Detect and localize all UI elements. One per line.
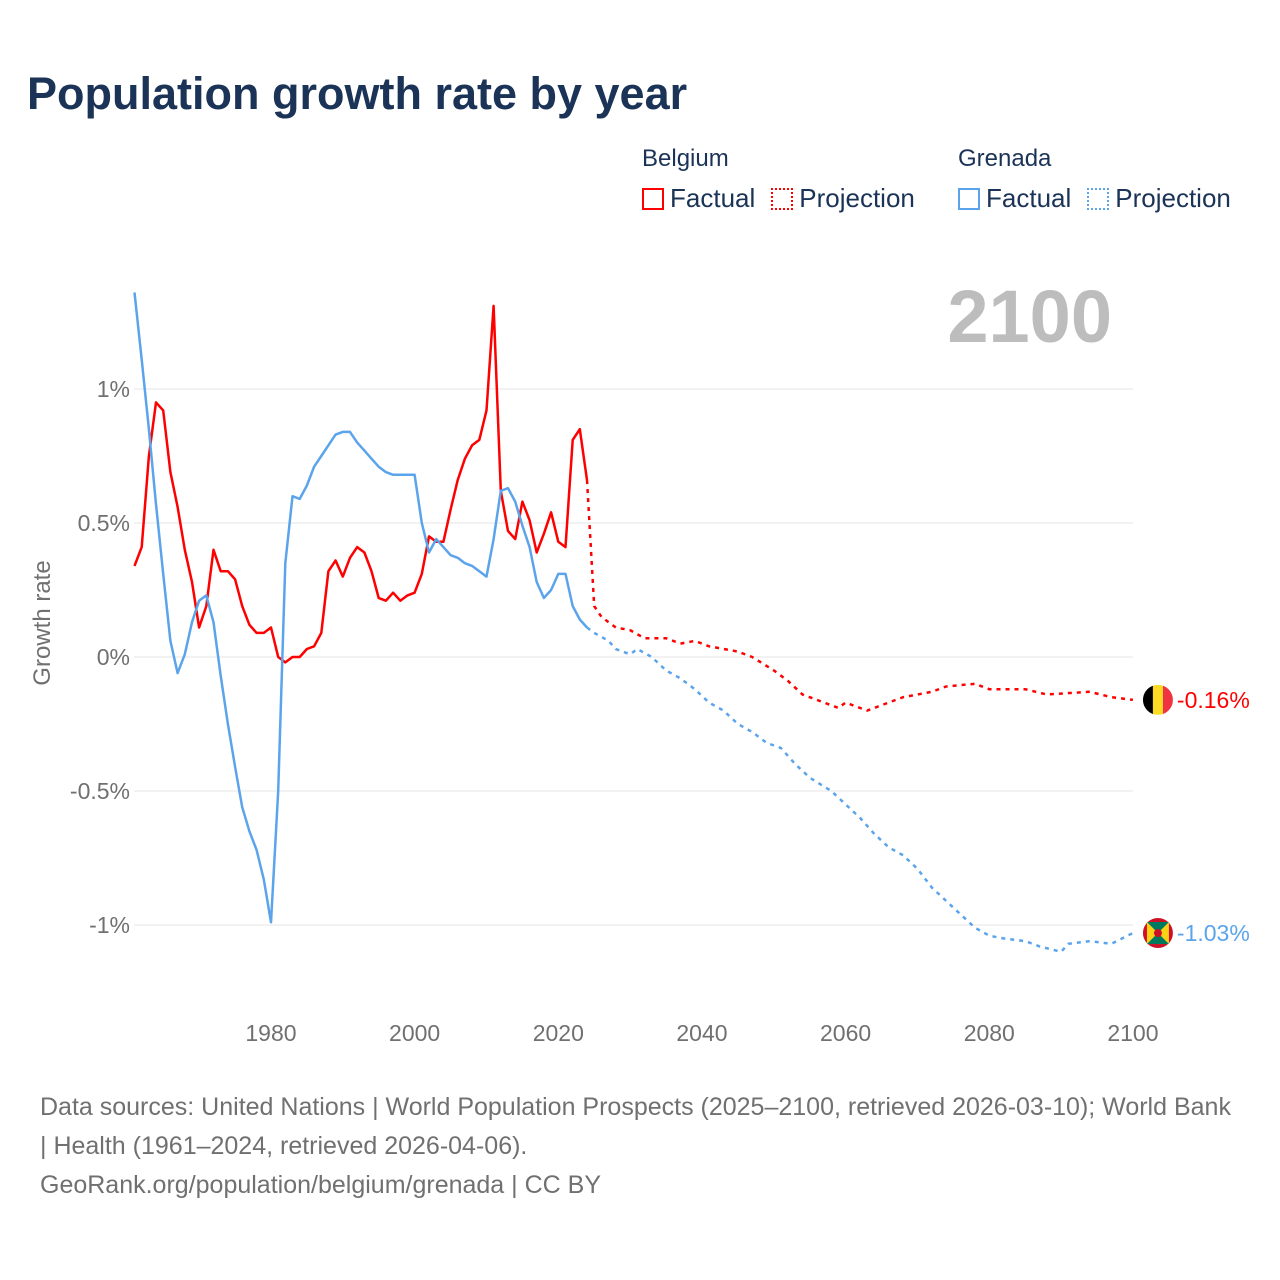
x-tick-label: 2040 bbox=[676, 1020, 727, 1046]
belgium-factual-line bbox=[133, 304, 589, 664]
legend-group-name: Grenada bbox=[958, 145, 1052, 172]
grenada-factual-line bbox=[133, 292, 588, 924]
y-tick-label: 0.5% bbox=[78, 510, 130, 536]
grenada-end-value-label: -1.03% bbox=[1177, 920, 1250, 946]
legend-swatch-solid bbox=[958, 187, 980, 210]
legend-swatch-dotted bbox=[771, 187, 794, 210]
legend-swatch-dotted bbox=[1087, 187, 1110, 210]
y-axis-label: Growth rate bbox=[29, 560, 56, 685]
legend-grenada-projection[interactable]: Projection bbox=[1087, 183, 1231, 214]
y-tick-label: 1% bbox=[97, 376, 130, 402]
legend-swatch-solid bbox=[642, 187, 664, 210]
chart-plot: 1% 0.5% 0% -0.5% -1% 1980 2000 2020 2040 2060 2080… bbox=[29, 275, 1250, 1046]
belgium-projection-line bbox=[585, 480, 1134, 712]
y-tick-label: -0.5% bbox=[70, 778, 130, 804]
legend-group-name: Belgium bbox=[642, 145, 729, 172]
x-tick-label: 2100 bbox=[1107, 1020, 1158, 1046]
y-tick-label: 0% bbox=[97, 644, 130, 670]
legend-grenada-factual[interactable]: Factual bbox=[958, 183, 1071, 214]
belgium-flag-icon bbox=[1142, 684, 1173, 715]
legend-label: Factual bbox=[986, 183, 1072, 213]
belgium-end-value-label: -0.16% bbox=[1177, 687, 1250, 713]
legend-label: Projection bbox=[799, 183, 915, 213]
chart-title: Population growth rate by year bbox=[27, 68, 688, 119]
data-sources: Data sources: United Nations | World Pop… bbox=[40, 1093, 1231, 1160]
x-tick-label: 2020 bbox=[533, 1020, 584, 1046]
current-year-label: 2100 bbox=[947, 275, 1112, 358]
legend-belgium-factual[interactable]: Factual bbox=[642, 183, 755, 214]
legend-grenada: Grenada Factual Projection bbox=[958, 145, 1231, 214]
grenada-projection-line bbox=[586, 626, 1134, 954]
legend-belgium: Belgium Factual Projection bbox=[642, 145, 915, 214]
credit-link[interactable]: GeoRank.org/population/belgium/grenada |… bbox=[40, 1171, 601, 1199]
legend-label: Factual bbox=[670, 183, 756, 213]
x-tick-label: 2080 bbox=[964, 1020, 1015, 1046]
y-tick-label: -1% bbox=[89, 912, 130, 938]
grenada-flag-icon bbox=[1142, 918, 1173, 949]
legend-label: Projection bbox=[1115, 183, 1231, 213]
x-tick-label: 1980 bbox=[245, 1020, 296, 1046]
x-tick-label: 2000 bbox=[389, 1020, 440, 1046]
legend-belgium-projection[interactable]: Projection bbox=[771, 183, 915, 214]
footer: Data sources: United Nations | World Pop… bbox=[40, 1088, 1240, 1205]
x-tick-label: 2060 bbox=[820, 1020, 871, 1046]
